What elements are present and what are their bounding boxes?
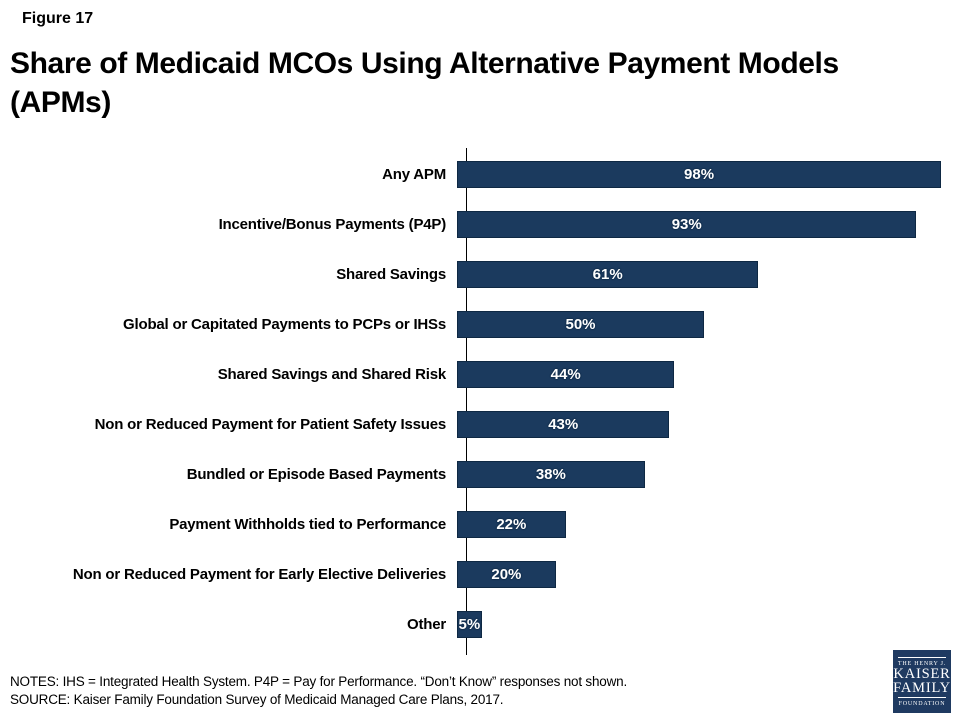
logo-rule-bottom — [898, 697, 946, 698]
bar-value-label: 43% — [548, 415, 579, 433]
chart-row: Shared Savings and Shared Risk 44% — [0, 349, 960, 399]
category-label: Incentive/Bonus Payments (P4P) — [218, 215, 447, 233]
bar-track: 98% — [456, 149, 950, 199]
figure-label: Figure 17 — [22, 10, 94, 27]
bar: 93% — [457, 210, 917, 238]
bar: 50% — [457, 310, 704, 338]
page-title-line-1: Share of Medicaid MCOs Using Alternative… — [10, 47, 839, 80]
kff-logo: THE HENRY J. KAISER FAMILY FOUNDATION — [893, 650, 951, 713]
logo-line-henry: THE HENRY J. — [897, 661, 947, 667]
bar-track: 5% — [456, 599, 950, 649]
bar-track: 61% — [456, 249, 950, 299]
chart-row: Non or Reduced Payment for Early Electiv… — [0, 549, 960, 599]
bar-track: 44% — [456, 349, 950, 399]
bar-value-label: 61% — [592, 265, 623, 283]
chart-row: Any APM 98% — [0, 149, 960, 199]
chart-row: Non or Reduced Payment for Patient Safet… — [0, 399, 960, 449]
footer: NOTES: IHS = Integrated Health System. P… — [10, 673, 730, 709]
bar: 98% — [457, 160, 942, 188]
logo-line-kaiser: KAISER — [893, 666, 951, 682]
bar-value-label: 93% — [671, 215, 702, 233]
bar-value-label: 38% — [535, 465, 566, 483]
bar: 22% — [457, 510, 566, 538]
bar-track: 50% — [456, 299, 950, 349]
category-label: Non or Reduced Payment for Patient Safet… — [94, 415, 447, 433]
chart-row: Payment Withholds tied to Performance 22% — [0, 499, 960, 549]
bar-value-label: 5% — [458, 615, 481, 633]
chart-row: Bundled or Episode Based Payments 38% — [0, 449, 960, 499]
bar-track: 20% — [456, 549, 950, 599]
chart-row: Shared Savings 61% — [0, 249, 960, 299]
category-label: Bundled or Episode Based Payments — [186, 465, 447, 483]
source-text: SOURCE: Kaiser Family Foundation Survey … — [10, 692, 504, 707]
bar-value-label: 44% — [550, 365, 581, 383]
bar: 43% — [457, 410, 670, 438]
bar-track: 22% — [456, 499, 950, 549]
bar-track: 38% — [456, 449, 950, 499]
category-label: Any APM — [382, 165, 446, 183]
category-label: Global or Capitated Payments to PCPs or … — [123, 315, 446, 333]
logo-rule-top — [898, 657, 946, 658]
bar: 5% — [457, 610, 482, 638]
chart-rows: Any APM 98% Incentive/Bonus Payments (P4P)… — [0, 149, 960, 649]
category-label: Shared Savings and Shared Risk — [217, 365, 446, 383]
bar: 38% — [457, 460, 645, 488]
bar: 20% — [457, 560, 556, 588]
category-label: Shared Savings — [336, 265, 446, 283]
y-axis-line — [466, 148, 467, 655]
chart-row: Other 5% — [0, 599, 960, 649]
category-label: Other — [406, 615, 446, 633]
bar-value-label: 50% — [565, 315, 596, 333]
page-title: Share of Medicaid MCOs Using Alternative… — [10, 44, 958, 122]
logo-line-foundation: FOUNDATION — [898, 701, 946, 707]
logo-line-family: FAMILY — [893, 679, 951, 696]
category-label: Payment Withholds tied to Performance — [169, 515, 446, 533]
chart-row: Incentive/Bonus Payments (P4P) 93% — [0, 199, 960, 249]
bar-value-label: 20% — [491, 565, 522, 583]
category-label: Non or Reduced Payment for Early Electiv… — [72, 565, 446, 583]
notes-text: NOTES: IHS = Integrated Health System. P… — [10, 674, 627, 689]
bar: 61% — [457, 260, 759, 288]
bar-value-label: 98% — [684, 165, 715, 183]
bar-chart: Any APM 98% Incentive/Bonus Payments (P4P)… — [0, 148, 960, 655]
chart-row: Global or Capitated Payments to PCPs or … — [0, 299, 960, 349]
page-title-line-2: (APMs) — [10, 86, 111, 119]
bar-track: 93% — [456, 199, 950, 249]
bar-track: 43% — [456, 399, 950, 449]
bar: 44% — [457, 360, 675, 388]
bar-value-label: 22% — [496, 515, 527, 533]
